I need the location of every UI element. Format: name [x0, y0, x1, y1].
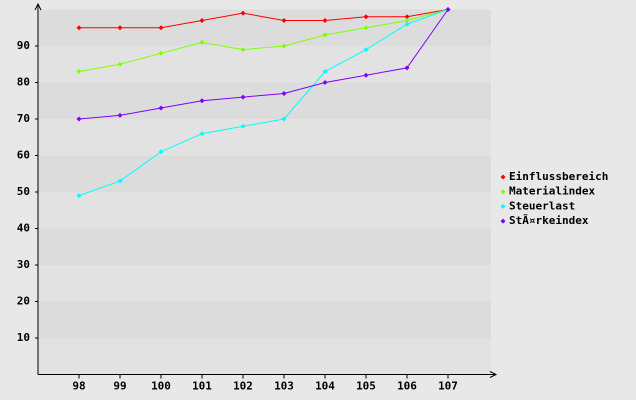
x-tick-label: 105 — [356, 380, 376, 393]
grid-band — [38, 82, 491, 119]
point — [199, 17, 205, 23]
x-tick-label: 107 — [438, 380, 458, 393]
point — [281, 90, 287, 96]
point — [199, 98, 205, 104]
x-tick-label: 104 — [315, 380, 335, 393]
y-tick-label: 80 — [17, 76, 30, 89]
point — [158, 25, 164, 31]
y-tick-label: 70 — [17, 112, 30, 125]
grid-band — [38, 228, 491, 265]
point — [322, 17, 328, 23]
x-tick-label: 101 — [192, 380, 212, 393]
point — [76, 116, 82, 122]
y-tick-label: 40 — [17, 222, 30, 235]
y-axis-arrow — [34, 2, 42, 11]
point — [322, 80, 328, 85]
x-axis-arrow — [489, 371, 498, 378]
grid-band — [38, 192, 491, 229]
point — [76, 193, 82, 199]
point — [281, 43, 287, 49]
point — [240, 123, 246, 129]
point — [117, 25, 123, 31]
point — [158, 149, 164, 155]
point — [363, 47, 369, 53]
series-line — [79, 9, 449, 29]
point — [322, 69, 328, 75]
x-tick-label: 102 — [233, 380, 253, 393]
point — [76, 69, 82, 75]
point — [240, 47, 246, 53]
point — [240, 94, 246, 100]
point — [158, 50, 164, 56]
legend-marker — [500, 174, 506, 180]
grid-band — [38, 155, 491, 192]
grid-band — [38, 265, 491, 302]
legend-label: Einflussbereich — [509, 170, 608, 183]
point — [322, 32, 328, 38]
legend-marker — [500, 218, 506, 224]
grid-band — [38, 46, 491, 83]
grid-band — [38, 119, 491, 156]
point — [363, 72, 369, 78]
x-tick-label: 106 — [397, 380, 417, 393]
legend-label: Materialindex — [509, 185, 595, 198]
x-tick-label: 99 — [113, 380, 126, 393]
legend-marker — [500, 203, 506, 209]
grid-band — [38, 338, 491, 375]
point — [199, 39, 205, 45]
point — [404, 21, 410, 27]
point — [281, 116, 287, 122]
x-tick-label: 98 — [72, 380, 85, 393]
point — [404, 14, 410, 20]
point — [199, 131, 205, 137]
y-tick-label: 60 — [17, 149, 30, 162]
point — [404, 17, 410, 23]
grid-band — [38, 301, 491, 338]
x-tick-label: 100 — [151, 380, 171, 393]
series-line — [78, 9, 449, 120]
point — [363, 14, 369, 20]
y-tick-label: 20 — [17, 295, 30, 308]
point — [117, 112, 123, 118]
point — [363, 25, 369, 31]
legend-marker — [500, 189, 506, 195]
x-tick-label: 103 — [274, 380, 294, 393]
point — [117, 178, 123, 184]
point — [445, 7, 451, 12]
point — [281, 17, 287, 23]
y-tick-label: 10 — [17, 331, 30, 344]
series-line — [78, 9, 449, 197]
y-tick-label: 90 — [17, 39, 30, 52]
point — [76, 25, 82, 31]
point — [404, 65, 410, 71]
y-tick-label: 50 — [17, 185, 30, 198]
series-line — [78, 9, 449, 73]
point — [240, 10, 246, 16]
legend-label: Steuerlast — [509, 199, 575, 212]
point — [117, 61, 123, 67]
legend-label: StÃ¤rkeindex — [509, 214, 589, 227]
y-tick-label: 30 — [17, 258, 30, 271]
point — [158, 105, 164, 111]
